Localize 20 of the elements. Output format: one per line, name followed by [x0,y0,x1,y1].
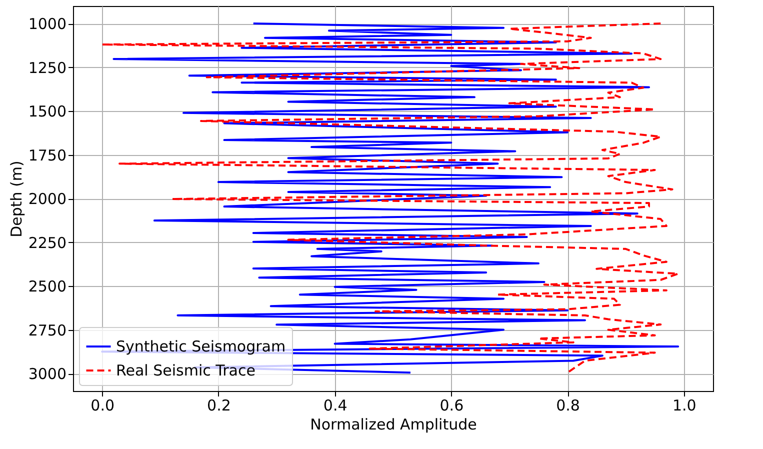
y-tick-label: 2750 [28,321,66,340]
legend-label: Real Seismic Trace [116,362,256,380]
y-tick-label: 1500 [28,102,66,120]
x-tick-label: 0.8 [556,396,580,414]
y-tick-label: 1000 [28,15,66,33]
x-tick-label: 0.2 [207,396,231,414]
y-tick-label: 1750 [28,146,66,164]
x-tick-label: 0.6 [440,396,464,414]
x-tick-label: 0.4 [323,396,348,414]
y-tick-label: 2250 [28,234,66,252]
y-tick-label: 2000 [28,190,66,208]
x-axis-title: Normalized Amplitude [310,416,477,434]
y-tick-label: 2500 [28,278,66,296]
x-tick-label: 0.0 [90,396,115,414]
y-axis-title: Depth (m) [7,160,26,238]
x-tick-label: 1.0 [672,396,696,414]
legend-label: Synthetic Seismogram [116,338,286,356]
line-series [101,22,680,374]
y-tick-label: 1250 [28,58,66,77]
y-tick-label: 3000 [28,365,66,383]
